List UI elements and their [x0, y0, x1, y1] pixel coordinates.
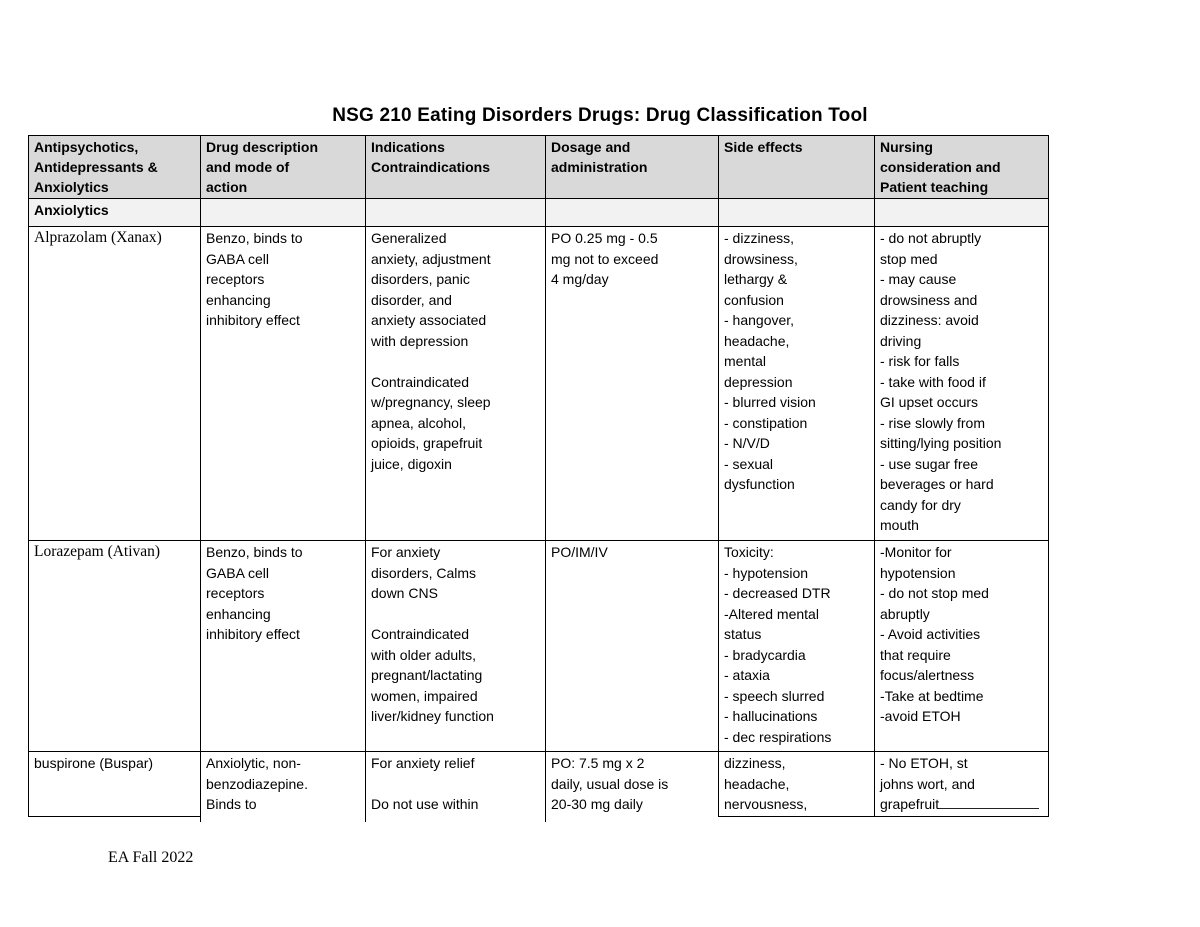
- nursing-cell: -Monitor for hypotension - do not stop m…: [874, 540, 1049, 752]
- nursing-cell: - No ETOH, st johns wort, and grapefruit: [874, 751, 1049, 817]
- dosage-cell: PO/IM/IV: [545, 540, 719, 752]
- indications-cell: For anxiety disorders, Calms down CNS Co…: [365, 540, 546, 752]
- drug-name-cell: Alprazolam (Xanax): [28, 226, 201, 541]
- drug-row-lorazepam: Lorazepam (Ativan) Benzo, binds to GABA …: [28, 540, 1049, 752]
- section-row-anxiolytics: Anxiolytics: [28, 198, 1049, 227]
- drug-classification-table: Antipsychotics, Antidepressants & Anxiol…: [28, 135, 1049, 817]
- column-header-indications: Indications Contraindications: [365, 135, 546, 199]
- drug-row-buspirone: buspirone (Buspar) Anxiolytic, non- benz…: [28, 751, 1049, 817]
- fill-in-blank-line: [939, 794, 1040, 809]
- page-title: NSG 210 Eating Disorders Drugs: Drug Cla…: [332, 105, 868, 126]
- nursing-cell-text: - No ETOH, st johns wort, and grapefruit: [880, 755, 975, 812]
- side-effects-cell: dizziness, headache, nervousness,: [718, 751, 875, 817]
- description-cell: Benzo, binds to GABA cell receptors enha…: [200, 226, 366, 541]
- description-cell: Anxiolytic, non- benzodiazepine. Binds t…: [200, 751, 366, 817]
- drug-row-alprazolam: Alprazolam (Xanax) Benzo, binds to GABA …: [28, 226, 1049, 541]
- section-label: Anxiolytics: [28, 198, 201, 227]
- footer-author-term: EA Fall 2022: [108, 849, 194, 866]
- drug-name-cell: buspirone (Buspar): [28, 751, 201, 817]
- section-empty-cell: [718, 198, 875, 227]
- column-header-nursing: Nursing consideration and Patient teachi…: [874, 135, 1049, 199]
- side-effects-cell: - dizziness, drowsiness, lethargy & conf…: [718, 226, 875, 541]
- indications-cell: Generalized anxiety, adjustment disorder…: [365, 226, 546, 541]
- page-cut-border-stub: [200, 812, 201, 822]
- dosage-cell: PO 0.25 mg - 0.5 mg not to exceed 4 mg/d…: [545, 226, 719, 541]
- nursing-cell: - do not abruptly stop med - may cause d…: [874, 226, 1049, 541]
- side-effects-cell: Toxicity: - hypotension - decreased DTR …: [718, 540, 875, 752]
- page-cut-border-stub: [545, 812, 546, 822]
- page-cut-border-stub: [365, 812, 366, 822]
- column-header-description: Drug description and mode of action: [200, 135, 366, 199]
- column-header-drug-class: Antipsychotics, Antidepressants & Anxiol…: [28, 135, 201, 199]
- drug-name-cell: Lorazepam (Ativan): [28, 540, 201, 752]
- section-empty-cell: [365, 198, 546, 227]
- column-header-side-effects: Side effects: [718, 135, 875, 199]
- table-header-row: Antipsychotics, Antidepressants & Anxiol…: [28, 135, 1049, 199]
- section-empty-cell: [200, 198, 366, 227]
- column-header-dosage: Dosage and administration: [545, 135, 719, 199]
- dosage-cell: PO: 7.5 mg x 2 daily, usual dose is 20-3…: [545, 751, 719, 817]
- description-cell: Benzo, binds to GABA cell receptors enha…: [200, 540, 366, 752]
- section-empty-cell: [874, 198, 1049, 227]
- indications-cell: For anxiety relief Do not use within: [365, 751, 546, 817]
- section-empty-cell: [545, 198, 719, 227]
